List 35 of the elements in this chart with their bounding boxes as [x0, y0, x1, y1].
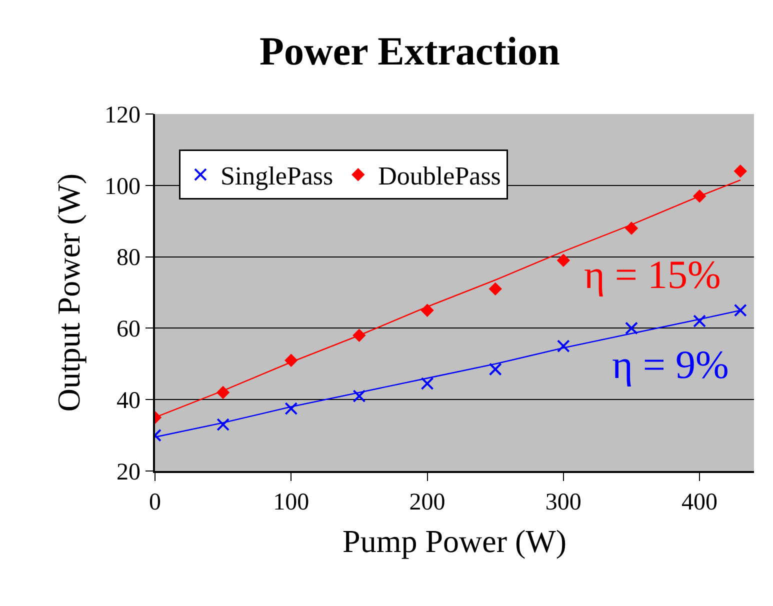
- point: [352, 390, 366, 403]
- point: [556, 340, 570, 353]
- annotation: η = 9%: [612, 342, 729, 387]
- point: [557, 254, 570, 267]
- point: [625, 222, 638, 234]
- point: [624, 322, 638, 335]
- point: [489, 282, 502, 296]
- point: [420, 377, 434, 390]
- chart-title: Power Extraction: [260, 28, 560, 74]
- point: [216, 418, 230, 432]
- x-tick-label: 400: [682, 490, 718, 516]
- point: [284, 354, 298, 367]
- legend-label: SinglePass: [220, 162, 334, 191]
- y-tick-label: 120: [104, 102, 140, 128]
- y-tick-label: 20: [116, 459, 140, 486]
- x-tick-label: 300: [545, 490, 582, 516]
- point: [353, 329, 366, 342]
- y-tick-label: 80: [116, 245, 140, 272]
- y-axis-title: Output Power (W): [50, 173, 86, 412]
- point: [488, 362, 502, 376]
- x-axis-title: Pump Power (W): [342, 522, 566, 559]
- point: [284, 402, 298, 416]
- point: [421, 304, 434, 317]
- annotation: η = 15%: [584, 252, 721, 297]
- y-tick-label: 40: [116, 388, 140, 414]
- point: [734, 164, 747, 178]
- x-tick-label: 0: [149, 490, 161, 516]
- y-tick-label: 60: [116, 316, 140, 343]
- point: [216, 386, 230, 399]
- x-tick-label: 200: [409, 490, 446, 516]
- x-tick-label: 100: [273, 490, 310, 516]
- y-tick-label: 100: [104, 174, 140, 200]
- point: [734, 304, 747, 317]
- point: [693, 314, 706, 328]
- legend-label: DoublePass: [378, 162, 501, 191]
